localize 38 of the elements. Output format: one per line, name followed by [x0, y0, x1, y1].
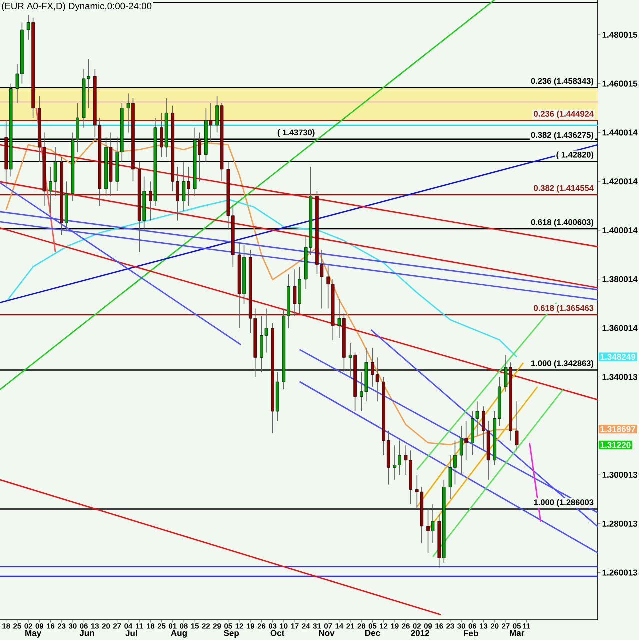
line-series [7, 199, 518, 358]
x2-tick-label: Feb [464, 630, 478, 637]
x2-tick-label: Oct [270, 630, 285, 636]
x2-tick-label: Mar [510, 630, 525, 636]
ref-line-label: 1.000 (1.342863) [532, 360, 594, 368]
y-tick-label: 1.260013 [602, 570, 638, 576]
x2-tick-label: Aug [171, 630, 187, 638]
ref-line-label: ( 1.43730) [278, 130, 315, 138]
candlestick [515, 401, 519, 451]
y-tick-label: 1.340013 [602, 374, 638, 380]
x2-tick-label: Nov [319, 630, 335, 636]
ref-line-label: 0.236 (1.458343) [531, 78, 594, 86]
y-tick-label: 1.360014 [602, 325, 638, 332]
x2-tick-label: Jul [126, 630, 138, 637]
ref-line-label: 1.000 (1.286003 [534, 499, 594, 508]
ref-line-label: 0.382 (1.414554 [534, 185, 594, 193]
ref-line-label: 0.618 (1.400603) [531, 219, 594, 227]
ref-line-label: 0.618 (1.365463 [534, 305, 594, 313]
y-tick-label: 1.280013 [602, 520, 638, 527]
x2-tick-label: May [26, 630, 42, 638]
y-tick-label: 1.300013 [602, 472, 638, 478]
y-tick-label: 1.440014 [602, 130, 638, 136]
chart-title: (EUR A0-FX,D) Dynamic,0:00-24:00 [2, 2, 152, 12]
x2-tick-label: Jun [80, 630, 94, 636]
y-tick-label: 1.420014 [602, 178, 638, 185]
y-tick-label: 1.480015 [602, 32, 638, 38]
y-tick-label: 1.400014 [602, 227, 638, 234]
y-tick-label: 1.380014 [602, 276, 638, 282]
ref-line-label: ( 1.42820) [556, 152, 594, 160]
x2-tick-label: Dec [365, 630, 380, 636]
ref-line-label: 0.236 (1.444924 [534, 110, 594, 119]
y2-tick-label: 1.348249 [600, 354, 636, 360]
y2-tick-label: 1.31220 [600, 442, 631, 448]
y-tick-label: 1.460015 [602, 80, 638, 87]
x2-tick-label: 2012 [411, 630, 430, 636]
ref-line-label: 0.382 (1.436275) [531, 132, 594, 140]
y2-tick-label: 1.318697 [600, 426, 636, 432]
x2-tick-label: Sep [224, 630, 240, 638]
